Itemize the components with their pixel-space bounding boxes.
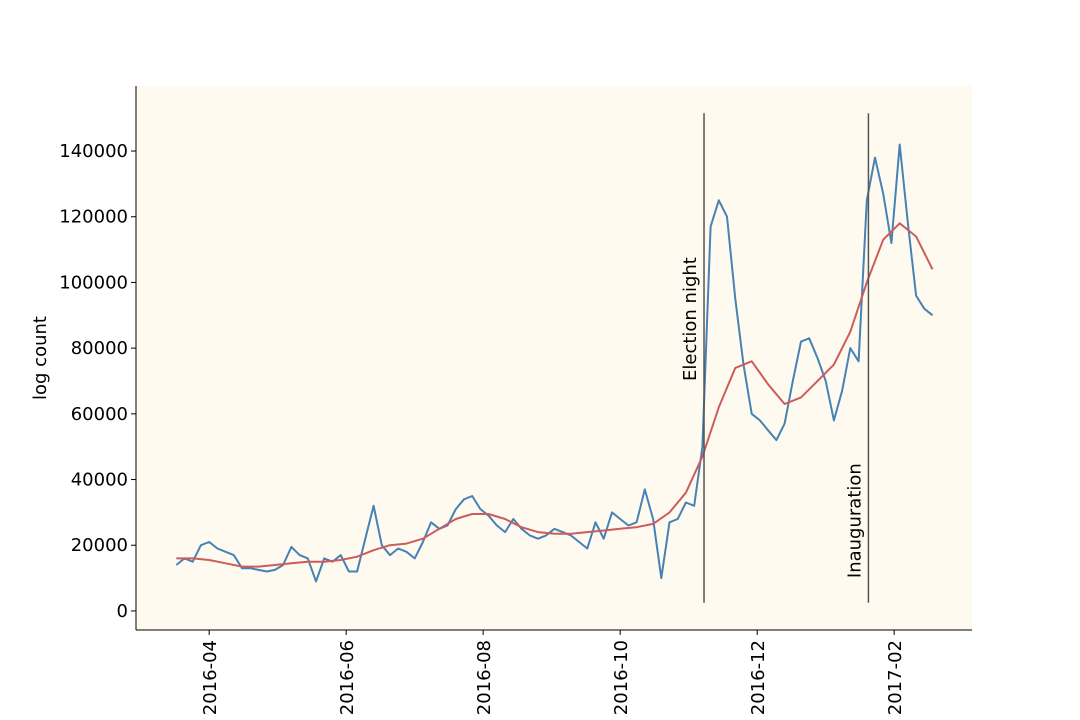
y-tick-label: 120000: [59, 207, 128, 228]
y-tick-label: 60000: [71, 404, 128, 425]
x-tick-label: 2016-10: [611, 640, 632, 715]
y-tick-label: 100000: [59, 272, 128, 293]
annotation: Election night: [680, 257, 701, 381]
series-line: [176, 222, 934, 568]
series-line: [175, 143, 934, 583]
x-tick-label: 2017-02: [885, 640, 906, 715]
plot-background: [136, 86, 972, 630]
annotation: Inauguration: [844, 463, 865, 578]
y-tick-label: 20000: [71, 535, 128, 556]
x-tick-label: 2016-08: [474, 640, 495, 715]
x-tick-label: 2016-04: [200, 640, 221, 715]
y-tick-label: 140000: [59, 141, 128, 162]
y-axis-label: log count: [30, 316, 51, 400]
y-tick-label: 80000: [71, 338, 128, 359]
x-tick-label: 2016-12: [748, 640, 769, 715]
y-tick-label: 40000: [71, 470, 128, 491]
x-tick-label: 2016-06: [337, 640, 358, 715]
y-tick-label: 0: [117, 601, 128, 622]
